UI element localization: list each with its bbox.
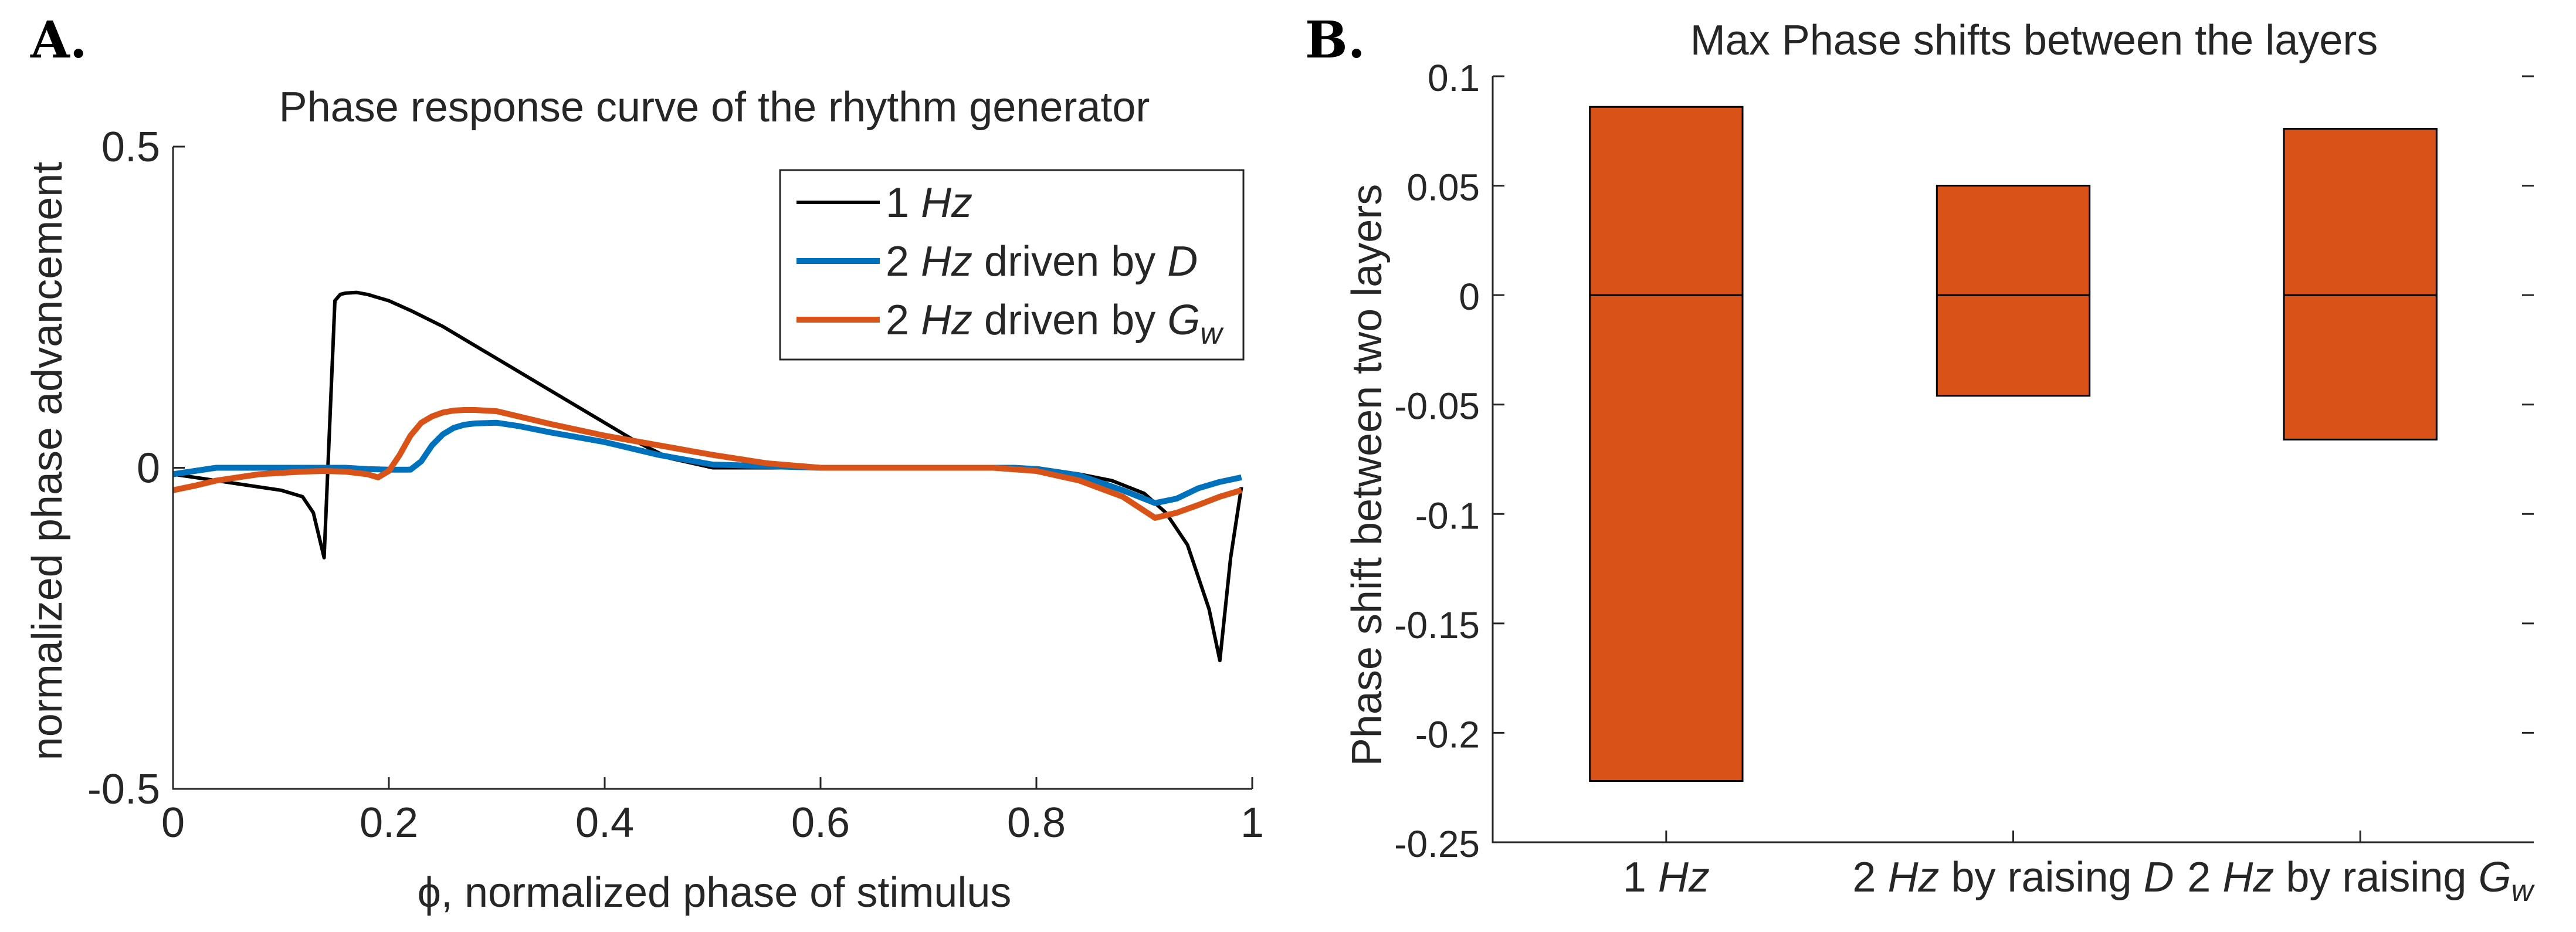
panel-a-x-ticks: 0 0.2 0.4 0.6 0.8 1 (161, 777, 1264, 846)
panel-a-x-tick-label: 0.6 (791, 799, 850, 846)
panel-a-ylabel: normalized phase advancement (24, 162, 71, 761)
panel-b-bar-2 (1937, 186, 2089, 396)
panel-b-title: Max Phase shifts between the layers (1690, 17, 2378, 64)
panel-a-x-tick-label: 0.4 (575, 799, 634, 846)
panel-b-x-tick-label-1: 1 Hz (1623, 854, 1710, 901)
panel-b-bar-chart: B. Max Phase shifts between the layers P… (1305, 11, 2535, 908)
panel-a-y-tick-label: 0.5 (101, 124, 160, 171)
panel-a-title: Phase response curve of the rhythm gener… (279, 84, 1150, 131)
figure: A. Phase response curve of the rhythm ge… (0, 0, 2576, 932)
panel-a-y-tick-label: 0 (137, 445, 160, 492)
panel-b-x-tick-label-2: 2 Hz by raising D (1852, 854, 2174, 901)
panel-b-ylabel: Phase shift between two layers (1344, 184, 1391, 767)
panel-b-y-tick-label: -0.1 (1415, 494, 1480, 537)
panel-b-x-tick-label-3: 2 Hz by raising Gw (2187, 854, 2535, 908)
panel-b-y-tick-label: -0.05 (1394, 385, 1480, 428)
panel-b-y-tick-label: 0 (1459, 276, 1480, 318)
panel-a-x-tick-label: 1 (1240, 799, 1264, 846)
panel-b-bar-1 (1590, 107, 1743, 781)
panel-b-y-tick-label: 0.1 (1428, 57, 1480, 99)
panel-a-y-tick-label: -0.5 (87, 766, 160, 813)
panel-b-y-tick-label: -0.25 (1394, 823, 1480, 865)
panel-a-series-line-2 (173, 423, 1242, 503)
panel-b-letter: B. (1305, 11, 1365, 70)
panel-a-x-tick-label: 0.8 (1007, 799, 1066, 846)
panel-a-letter: A. (30, 11, 87, 70)
panel-a-prc-chart: A. Phase response curve of the rhythm ge… (24, 11, 1264, 916)
panel-b-y-tick-label: -0.15 (1394, 604, 1480, 646)
legend-label-3: 2 Hz driven by Gw (886, 297, 1224, 351)
legend-label-1: 1 Hz (886, 179, 972, 226)
panel-a-xlabel: ϕ, normalized phase of stimulus (418, 869, 1012, 916)
legend-label-2: 2 Hz driven by D (886, 238, 1198, 285)
panel-a-y-ticks: -0.5 0 0.5 (87, 124, 185, 813)
panel-a-x-tick-label: 0.2 (360, 799, 418, 846)
panel-a-x-tick-label: 0 (161, 799, 185, 846)
panel-b-bars (1590, 107, 2437, 781)
panel-b-y-tick-label: 0.05 (1406, 167, 1480, 209)
panel-b-bar-3 (2284, 129, 2436, 440)
panel-a-legend: 1 Hz 2 Hz driven by D 2 Hz driven by Gw (780, 170, 1243, 360)
panel-b-y-tick-label: -0.2 (1415, 713, 1480, 755)
